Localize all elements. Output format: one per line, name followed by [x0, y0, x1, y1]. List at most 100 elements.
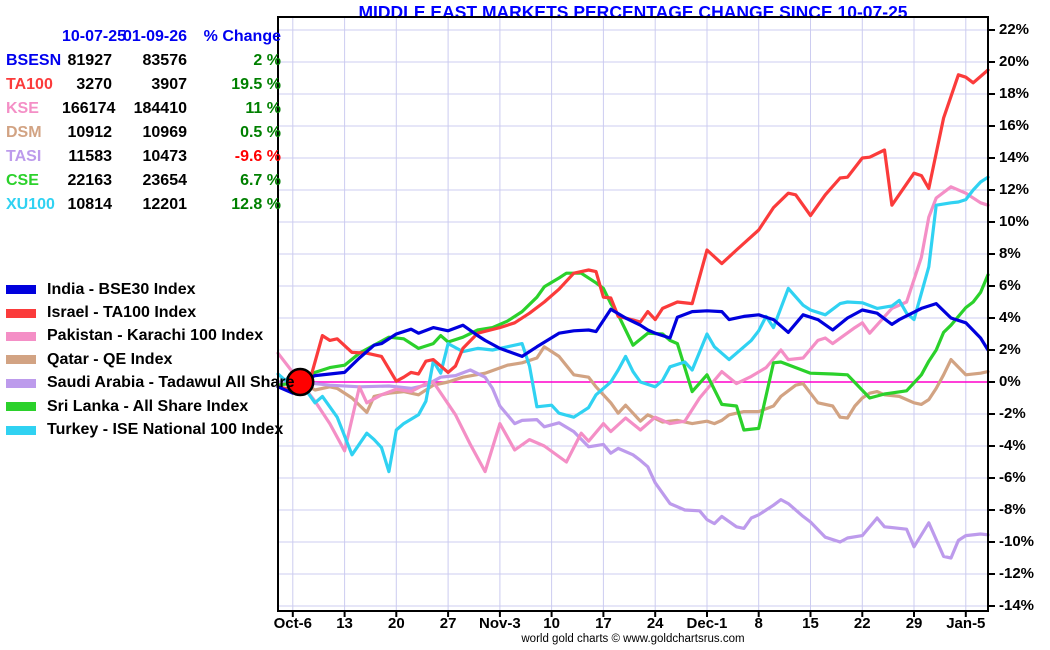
legend-label: Saudi Arabia - Tadawul All Share [47, 374, 295, 392]
x-tick-label: 8 [754, 615, 763, 632]
y-tick-label: 14% [999, 149, 1030, 166]
x-tick-label: 27 [439, 615, 457, 632]
quote-row: CSE 22163 23654 6.7 % [4, 169, 281, 193]
y-tick-label: -14% [999, 597, 1035, 614]
quote-end-value: 184410 [133, 100, 187, 117]
legend-item: Sri Lanka - All Share Index [6, 395, 294, 418]
quote-symbol: TA100 [6, 76, 53, 93]
legend-item: Turkey - ISE National 100 Index [6, 418, 294, 441]
legend-color-swatch [6, 378, 36, 388]
footer-credit: world gold charts © www.goldchartsrus.co… [521, 633, 745, 645]
legend-item: Saudi Arabia - Tadawul All Share [6, 372, 294, 395]
x-tick-label: Dec-1 [686, 615, 728, 632]
legend-color-swatch [6, 425, 36, 435]
legend-item: Qatar - QE Index [6, 348, 294, 371]
quote-end-value: 10969 [142, 124, 188, 141]
quote-row: TASI 11583 10473 -9.6 % [4, 145, 281, 169]
column-header-pct-change: % Change [203, 28, 281, 45]
x-tick-label: Nov-3 [479, 615, 521, 632]
legend-item: Pakistan - Karachi 100 Index [6, 325, 294, 348]
x-tick-label: 20 [387, 615, 405, 632]
legend-item: Israel - TA100 Index [6, 301, 294, 324]
quote-pct-change: -9.6 % [234, 148, 281, 165]
legend-color-swatch [6, 355, 36, 365]
quote-start-value: 10912 [67, 124, 113, 141]
y-tick-label: 18% [999, 85, 1030, 102]
quote-start-value: 11583 [68, 148, 112, 165]
legend-label: Turkey - ISE National 100 Index [47, 421, 284, 439]
x-tick-label: 22 [853, 615, 871, 632]
quote-pct-change: 2 % [253, 52, 281, 69]
quote-symbol: DSM [6, 124, 42, 141]
quote-start-value: 22163 [67, 172, 113, 189]
y-tick-label: -10% [999, 533, 1035, 550]
quote-row: BSESN 81927 83576 2 % [4, 49, 281, 73]
quote-row: TA100 3270 3907 19.5 % [4, 73, 281, 97]
quote-pct-change: 11 % [245, 100, 281, 117]
quote-symbol: BSESN [6, 52, 62, 69]
y-tick-label: -2% [999, 405, 1026, 422]
legend-label: Israel - TA100 Index [47, 304, 197, 322]
quote-end-value: 10473 [142, 148, 188, 165]
y-tick-label: 22% [999, 21, 1030, 38]
legend-label: Pakistan - Karachi 100 Index [47, 327, 264, 345]
series-line [276, 302, 990, 395]
y-tick-label: 12% [999, 181, 1030, 198]
quote-table-header: 10-07-25 01-09-26 % Change [4, 25, 281, 49]
column-header-end-date: 01-09-26 [122, 28, 187, 45]
legend-label: India - BSE30 Index [47, 280, 196, 298]
x-tick-label: 17 [595, 615, 612, 632]
x-tick-label: Oct-6 [273, 615, 312, 632]
quote-pct-change: 0.5 % [240, 124, 281, 141]
quote-start-value: 10814 [67, 196, 113, 213]
quote-row: KSE 166174 184410 11 % [4, 97, 281, 121]
quote-symbol: KSE [6, 100, 39, 117]
quote-start-value: 166174 [62, 100, 116, 117]
legend-color-swatch [6, 285, 36, 295]
x-tick-label: 15 [802, 615, 819, 632]
quote-end-value: 3907 [151, 76, 187, 93]
start-marker-dot [285, 367, 315, 397]
legend-color-swatch [6, 402, 36, 412]
series-line [276, 271, 990, 432]
quote-symbol: XU100 [6, 196, 55, 213]
quote-symbol: CSE [6, 172, 39, 189]
y-tick-label: 20% [999, 53, 1030, 70]
spacer [4, 25, 62, 49]
y-tick-label: 6% [999, 277, 1021, 294]
quote-pct-change: 19.5 % [231, 76, 281, 93]
legend-label: Qatar - QE Index [47, 350, 173, 368]
legend-label: Sri Lanka - All Share Index [47, 397, 249, 415]
series-line [276, 368, 990, 560]
x-tick-label: 29 [905, 615, 923, 632]
quote-pct-change: 6.7 % [240, 172, 281, 189]
y-tick-label: 8% [999, 245, 1021, 262]
x-tick-label: 13 [336, 615, 353, 632]
quote-row: XU100 10814 12201 12.8 % [4, 193, 281, 217]
quote-pct-change: 12.8 % [231, 196, 281, 213]
y-tick-label: 4% [999, 309, 1021, 326]
y-tick-label: -12% [999, 565, 1035, 582]
quote-start-value: 81927 [67, 52, 113, 69]
quote-row: DSM 10912 10969 0.5 % [4, 121, 281, 145]
legend-color-swatch [6, 308, 36, 318]
y-tick-label: 10% [999, 213, 1030, 230]
plot-border [277, 16, 989, 612]
quote-start-value: 3270 [76, 76, 112, 93]
quote-symbol: TASI [6, 148, 42, 165]
quote-end-value: 23654 [142, 172, 188, 189]
legend-item: India - BSE30 Index [6, 278, 294, 301]
series-line [276, 175, 990, 474]
y-tick-label: 16% [999, 117, 1030, 134]
y-tick-label: 2% [999, 341, 1021, 358]
legend: India - BSE30 Index Israel - TA100 Index P… [6, 278, 294, 442]
quote-end-value: 12201 [142, 196, 188, 213]
x-tick-label: Jan-5 [946, 615, 986, 632]
column-header-start-date: 10-07-25 [62, 28, 127, 45]
quote-table: 10-07-25 01-09-26 % Change BSESN 81927 83576 2… [4, 25, 281, 217]
y-tick-label: -6% [999, 469, 1026, 486]
quote-end-value: 83576 [142, 52, 188, 69]
series-line [276, 185, 990, 474]
